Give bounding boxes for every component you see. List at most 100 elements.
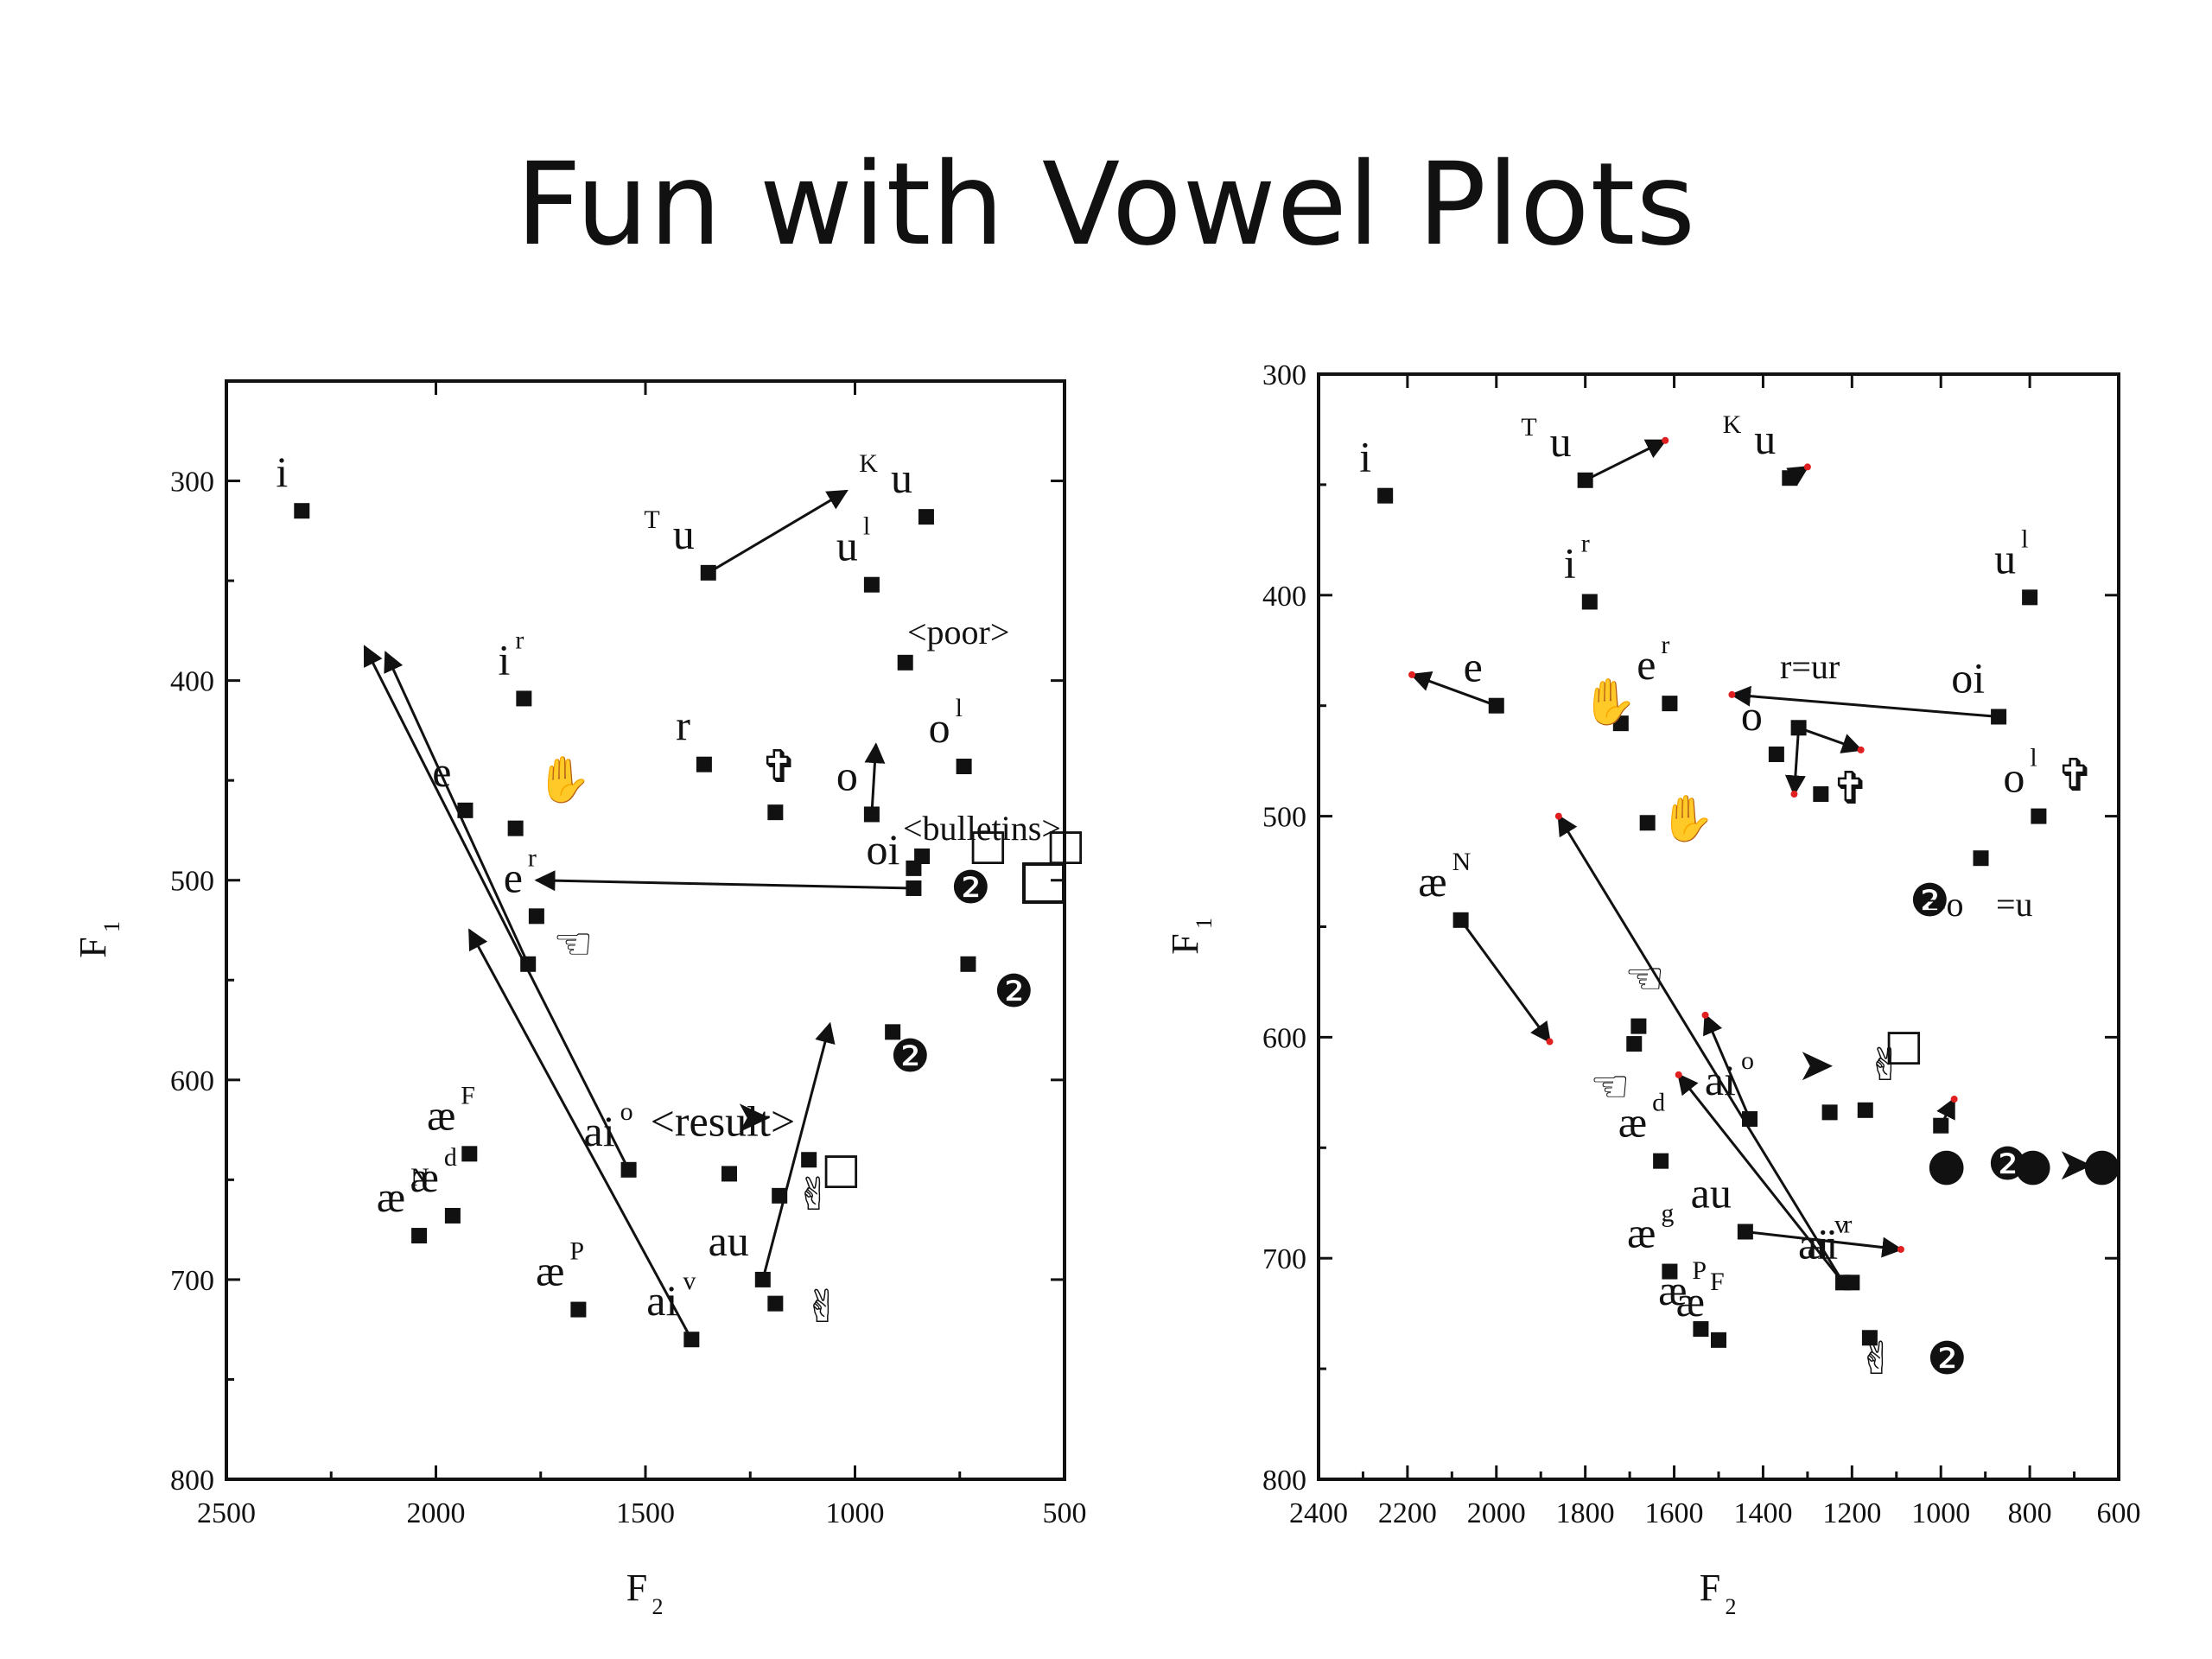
symbol-glyph: ❷ (890, 1031, 931, 1083)
point-label-sup: g (1661, 1199, 1674, 1228)
point-label-sup: d (444, 1143, 457, 1172)
data-point (1653, 1153, 1669, 1169)
point-label: ai (646, 1276, 677, 1325)
symbol-glyph: ✞ (2056, 750, 2094, 802)
point-label: o (836, 751, 858, 799)
data-point (620, 1161, 637, 1178)
y-tick-label: 300 (170, 467, 214, 499)
data-point (1790, 720, 1807, 736)
data-point (906, 880, 922, 896)
arrow-endpoint (1950, 1096, 1958, 1103)
point-label: ai (1807, 1219, 1838, 1268)
trajectory-arrow (1730, 685, 1999, 718)
point-label-sup: l (2021, 524, 2028, 553)
data-point (2031, 808, 2047, 824)
point-label-sup: r (1581, 529, 1590, 557)
point-label: ai (584, 1107, 615, 1155)
point-label: ai (1798, 1219, 1829, 1268)
point-label: æ (1627, 1209, 1656, 1257)
y-axis-label: F (1164, 933, 1206, 954)
point-label: u (1994, 534, 2016, 582)
point-label: e (432, 747, 451, 796)
data-point (1973, 850, 1989, 867)
data-point (1662, 696, 1678, 712)
symbol-glyph: ✌ (804, 1281, 842, 1333)
symbol-glyph: ✌ (1858, 1333, 1896, 1385)
x-tick-label: 800 (2008, 1497, 2052, 1529)
point-label: e (1637, 640, 1656, 689)
point-label-sup: r (1843, 1210, 1852, 1238)
arrow-endpoint (1701, 1011, 1709, 1019)
data-point (914, 848, 931, 864)
y-tick-label: 600 (1262, 1022, 1306, 1054)
symbol-glyph: ● (2082, 1139, 2121, 1191)
point-label: æ (410, 1153, 439, 1201)
symbol-glyph: ✌ (1866, 1039, 1904, 1091)
data-point (1452, 912, 1469, 928)
note-o-r: =o (1927, 885, 1964, 924)
arrow-endpoint (1897, 1245, 1904, 1253)
x-axis-label-sub: 2 (1726, 1594, 1737, 1619)
data-point (754, 1271, 771, 1287)
y-tick-label: 300 (1262, 359, 1306, 391)
x-tick-label: 1600 (1645, 1497, 1704, 1529)
point-label: e (504, 853, 523, 901)
point-label-sup: F (461, 1081, 475, 1109)
point-label: u (1754, 415, 1776, 463)
x-tick-label: 1000 (1911, 1497, 1970, 1529)
x-tick-label: 1400 (1733, 1497, 1792, 1529)
point-label: oi (866, 825, 899, 874)
x-axis-label: F (1700, 1567, 1720, 1609)
x-tick-label: 1000 (826, 1497, 885, 1529)
y-tick-label: 500 (170, 866, 214, 898)
y-tick-label: 700 (170, 1265, 214, 1297)
trajectory-arrow (1703, 1013, 1751, 1120)
data-point (721, 1166, 737, 1182)
trajectory-arrow (363, 645, 630, 1171)
trajectory-arrow (384, 651, 530, 965)
data-point (294, 503, 310, 519)
note-poor: <poor> (907, 613, 1009, 652)
trajectory-arrow (467, 928, 693, 1340)
trajectory-arrow (534, 870, 914, 892)
data-point (1711, 1332, 1726, 1348)
symbol-glyph: ☐ (1884, 1024, 1924, 1076)
data-point (906, 860, 922, 876)
point-label: <result> (651, 1096, 795, 1145)
arrow-endpoint (1675, 1071, 1682, 1078)
symbol-glyph: ➤ (734, 1091, 772, 1143)
point-label: au (1691, 1169, 1732, 1217)
data-point (1742, 1111, 1758, 1128)
x-axis-label: F (626, 1567, 647, 1609)
note-bulletins: <bulletins> (903, 809, 1061, 848)
x-tick-label: 1200 (1822, 1497, 1881, 1529)
symbol-glyph: ☐ (968, 823, 1008, 875)
y-axis-label-sub: 1 (1192, 918, 1217, 929)
symbol-glyph: ❷ (1927, 1333, 1967, 1385)
point-label-sup: o (620, 1097, 633, 1126)
point-label: æ (427, 1090, 455, 1139)
x-axis-label-sub: 2 (652, 1594, 664, 1619)
data-point (411, 1228, 428, 1244)
x-tick-label: 2200 (1378, 1497, 1437, 1529)
symbol-glyph: ☐ (821, 1147, 861, 1199)
point-label: ai (1705, 1056, 1736, 1104)
data-point (1693, 1321, 1709, 1338)
symbol-glyph: ☜ (553, 918, 594, 970)
point-label: æ (1676, 1277, 1705, 1325)
point-label: æ (1658, 1266, 1687, 1314)
x-tick-label: 2500 (197, 1497, 256, 1529)
point-label-pre: K (859, 449, 878, 478)
data-point (457, 802, 474, 818)
data-point (1737, 1224, 1753, 1240)
trajectory-arrow (864, 742, 886, 815)
symbol-glyph: ✞ (760, 741, 798, 793)
point-label-sup: l (956, 694, 963, 722)
symbol-glyph: ✌ (795, 1169, 833, 1221)
symbol-glyph: ● (1927, 1139, 1966, 1191)
trajectory-arrow (1584, 439, 1668, 482)
y-tick-label: 700 (1262, 1243, 1306, 1275)
data-point (1377, 487, 1394, 504)
symbol-glyph: ● (2013, 1139, 2052, 1191)
data-point (1488, 697, 1504, 714)
